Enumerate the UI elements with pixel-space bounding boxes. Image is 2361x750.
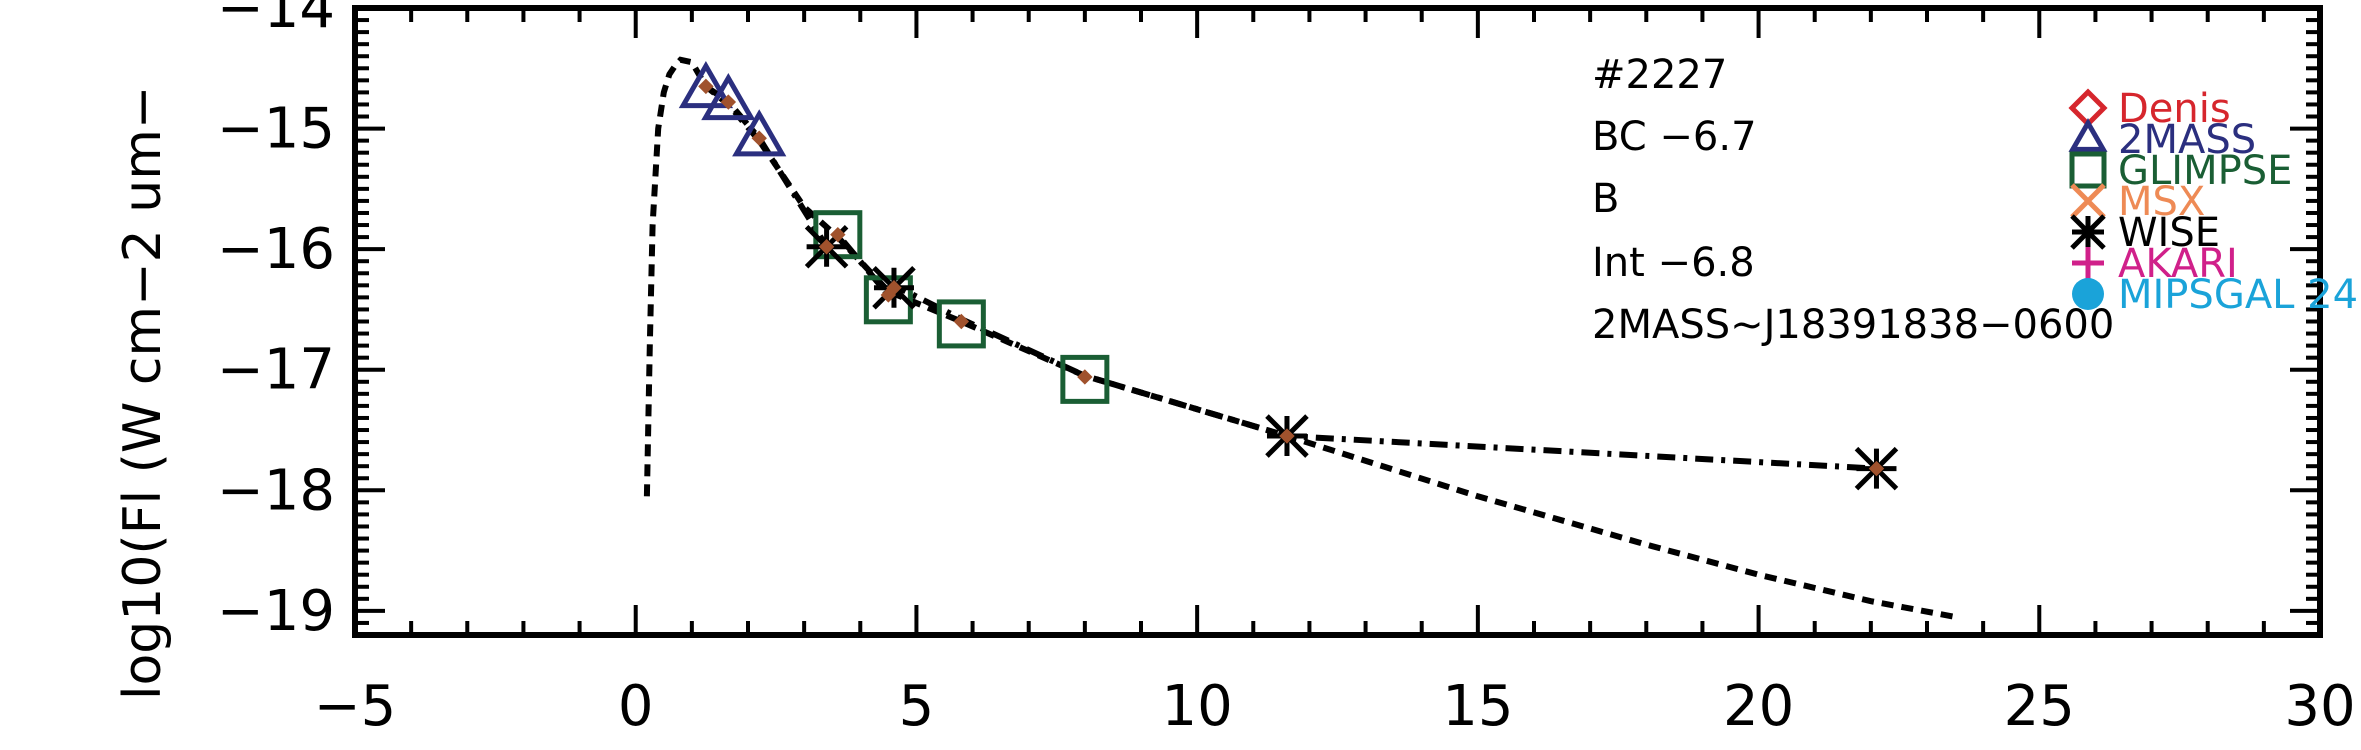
glimpse-point — [936, 299, 986, 349]
model-point — [1077, 369, 1093, 385]
annotation-source: 2MASS~J18391838−0600 — [1592, 302, 2114, 348]
2mass-point — [701, 73, 756, 121]
dotted-model-curve — [643, 56, 1956, 620]
legend-marker-wise — [2070, 214, 2106, 250]
y-tick-label: −14 — [217, 0, 335, 41]
legend-marker-akari — [2072, 247, 2104, 279]
data-markers — [678, 60, 1899, 491]
annotation-id: #2227 — [1592, 52, 1727, 98]
legend-label-wise: WISE — [2118, 210, 2220, 256]
legend-marker-glimpse — [2069, 151, 2107, 189]
annotations: #2227 BC −6.7 B Int −6.8 2MASS~J18391838… — [1592, 52, 2114, 348]
x-tick-label: 5 — [899, 674, 935, 739]
y-tick-label: −18 — [217, 458, 335, 523]
annotation-bc: BC −6.7 — [1592, 114, 1757, 160]
x-tick-label: 25 — [2004, 674, 2075, 739]
model-point — [1279, 428, 1295, 444]
tick-labels: −5 0 5 10 15 20 25 30 −14 −15 −16 −17 −18 −19 — [217, 0, 2356, 739]
y-tick-label: −16 — [217, 217, 335, 282]
x-tick-label: 15 — [1442, 674, 1513, 739]
model-point — [698, 78, 714, 95]
model-curves — [643, 56, 1956, 620]
legend-label-akari: AKARI — [2118, 241, 2238, 287]
2mass-point — [732, 109, 787, 157]
y-tick-label: −15 — [217, 97, 335, 162]
legend-marker-mipsgal-24 — [2072, 278, 2104, 310]
annotation-int: Int −6.8 — [1592, 240, 1755, 286]
legend-label-msx: MSX — [2118, 179, 2205, 225]
x-tick-label: 30 — [2284, 674, 2355, 739]
annotation-class: B — [1592, 176, 1619, 222]
model-point — [720, 94, 737, 110]
y-axis-label: log10(Fl (W cm−2 um− — [113, 86, 173, 700]
x-tick-label: 0 — [618, 674, 654, 739]
model-point — [1868, 460, 1885, 477]
legend-label-2mass: 2MASS — [2118, 117, 2256, 163]
x-tick-label: 10 — [1162, 674, 1233, 739]
legend-label-glimpse: GLIMPSE — [2118, 148, 2292, 194]
x-tick-label: 20 — [1723, 674, 1794, 739]
2mass-point — [678, 60, 734, 109]
x-tick-label: −5 — [314, 674, 397, 739]
glimpse-point — [863, 275, 913, 325]
legend-marker-2mass — [2068, 117, 2108, 152]
y-tick-label: −19 — [217, 579, 335, 644]
glimpse-point — [1060, 354, 1110, 404]
model-point — [818, 239, 835, 255]
axes — [352, 5, 2323, 638]
legend-label-mipsgal-24: MIPSGAL 24 — [2118, 272, 2358, 318]
model-point — [751, 130, 767, 146]
legend-marker-msx — [2070, 183, 2106, 219]
y-tick-label: −17 — [217, 338, 335, 403]
model-point — [886, 280, 902, 296]
model-point — [830, 226, 846, 243]
legend-label-denis: Denis — [2118, 86, 2231, 132]
model-point — [953, 313, 970, 330]
